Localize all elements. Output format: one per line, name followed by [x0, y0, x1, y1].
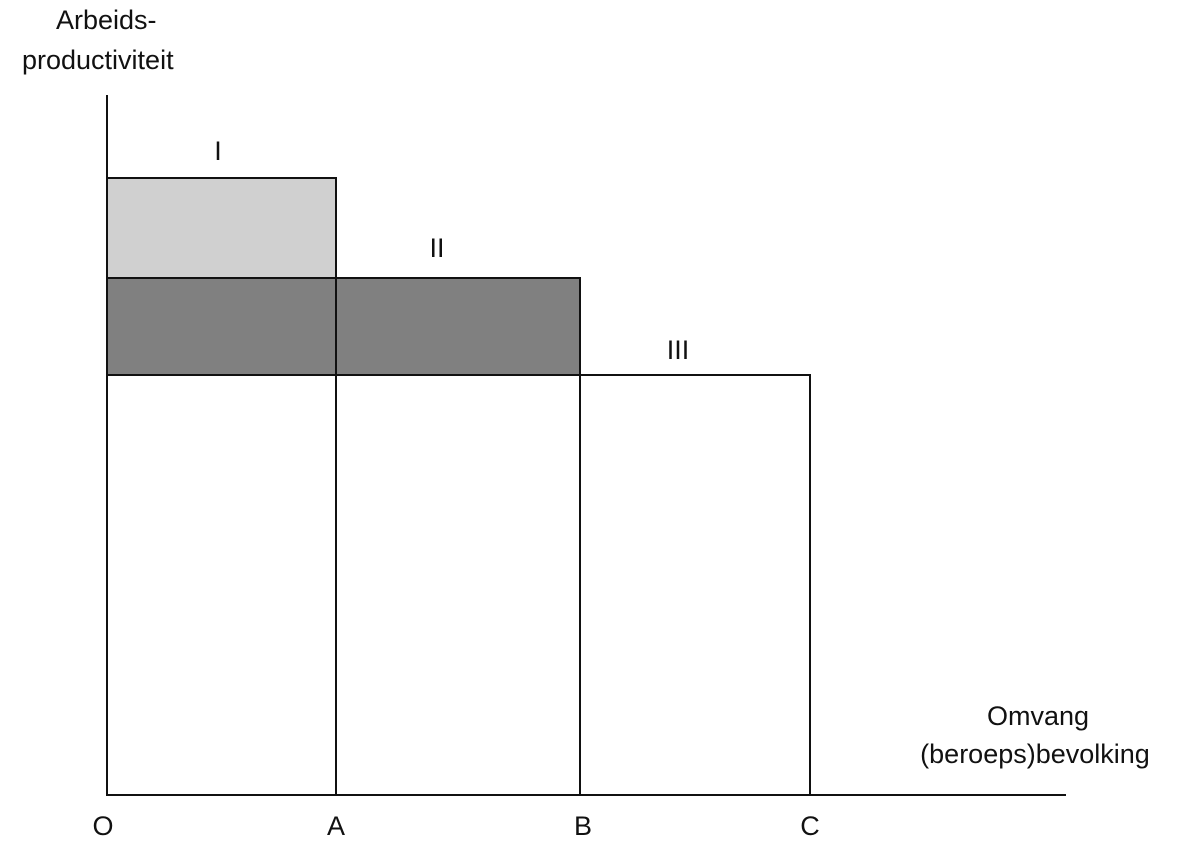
- region-label: I: [214, 136, 222, 166]
- region-label: II: [429, 233, 444, 263]
- y-axis-label: productiviteit: [22, 45, 174, 75]
- point-label: O: [92, 811, 113, 841]
- region-label: III: [667, 335, 690, 365]
- y-axis-label: Arbeids-: [56, 5, 157, 35]
- block-iii: [107, 374, 811, 795]
- block-ii: [107, 277, 581, 795]
- point-label: A: [327, 811, 345, 841]
- point-label: C: [800, 811, 820, 841]
- area-light: [107, 178, 336, 278]
- x-axis-label: Omvang: [987, 701, 1089, 731]
- x-axis-label: (beroeps)bevolking: [920, 739, 1150, 769]
- area-dark: [107, 278, 580, 375]
- block-i: [107, 177, 337, 795]
- point-label: B: [574, 811, 592, 841]
